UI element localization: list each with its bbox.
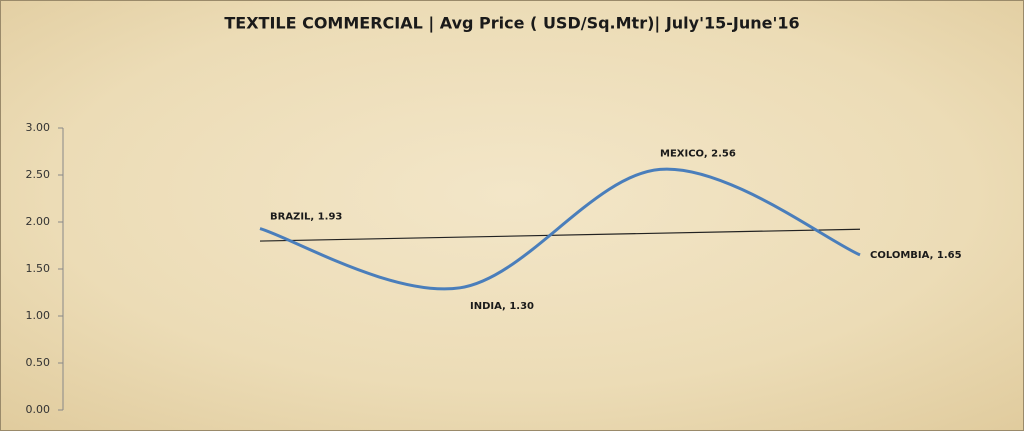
data-label: MEXICO, 2.56 <box>660 148 736 159</box>
data-line <box>259 167 861 291</box>
y-tick-label: 1.00 <box>26 309 51 322</box>
data-label: COLOMBIA, 1.65 <box>870 250 962 261</box>
y-tick-label: 0.50 <box>26 356 51 369</box>
y-tick-label: 2.50 <box>26 168 51 181</box>
trendline <box>259 228 861 242</box>
y-tick-label: 2.00 <box>26 215 51 228</box>
data-label: INDIA, 1.30 <box>470 301 534 312</box>
chart-title: TEXTILE COMMERCIAL | Avg Price ( USD/Sq.… <box>224 14 799 34</box>
data-label: BRAZIL, 1.93 <box>270 212 342 223</box>
y-tick-label: 3.00 <box>26 121 51 134</box>
y-tick-label: 0.00 <box>26 403 51 416</box>
y-tick-label: 1.50 <box>26 262 51 275</box>
